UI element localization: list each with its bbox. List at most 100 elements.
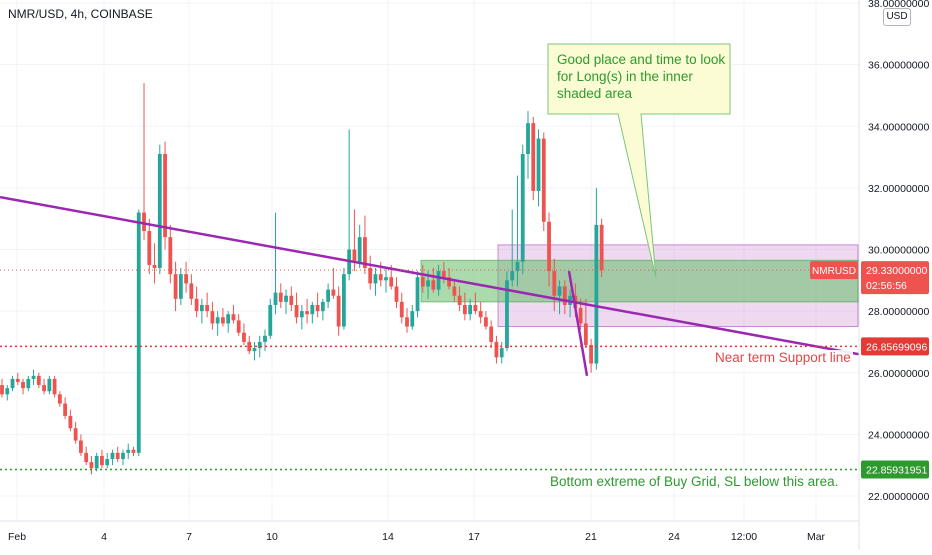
short-trendline[interactable] [567,270,589,377]
symbol-title[interactable]: NMR/USD, 4h, COINBASE [6,7,155,21]
candle[interactable] [136,209,141,456]
candle[interactable] [194,286,199,318]
candle[interactable] [173,261,178,312]
candle[interactable] [52,375,57,398]
candle[interactable] [589,338,594,373]
candle[interactable] [278,283,283,309]
candle[interactable] [242,323,246,346]
candle[interactable] [547,212,551,287]
candle[interactable] [368,255,373,290]
candle[interactable] [583,298,588,349]
candle[interactable] [320,298,325,321]
candle[interactable] [410,304,415,330]
candle[interactable] [178,267,183,305]
candle[interactable] [89,455,94,475]
candle[interactable] [236,314,241,336]
candle[interactable] [199,298,204,324]
candle[interactable] [142,83,146,241]
candle[interactable] [489,320,494,349]
candle[interactable] [147,218,152,275]
candle[interactable] [126,443,131,460]
candle[interactable] [115,446,120,463]
candle[interactable] [457,286,462,312]
candle[interactable] [79,434,83,456]
candle[interactable] [210,301,215,330]
currency-badge[interactable]: USD [883,8,911,26]
candle[interactable] [152,243,157,284]
candle[interactable] [31,369,36,386]
candle[interactable] [326,283,331,309]
candle[interactable] [284,289,288,315]
candle[interactable] [541,132,546,232]
candle[interactable] [526,110,530,179]
candle[interactable] [273,212,278,315]
candle[interactable] [420,264,425,293]
candle[interactable] [342,267,346,330]
candle[interactable] [168,224,173,284]
candle[interactable] [221,308,225,327]
candle[interactable] [357,224,362,268]
candle[interactable] [0,378,4,398]
candle[interactable] [399,292,404,324]
candle[interactable] [47,375,52,395]
candle[interactable] [189,274,194,305]
candle[interactable] [184,261,188,293]
candle[interactable] [5,385,10,401]
candle[interactable] [315,292,320,318]
candle[interactable] [462,292,467,321]
candle[interactable] [215,311,220,336]
candle[interactable] [431,267,436,293]
candle[interactable] [110,449,115,466]
candle[interactable] [57,391,62,407]
candle[interactable] [415,271,420,318]
candle[interactable] [510,209,515,287]
candle[interactable] [15,372,20,386]
candle[interactable] [268,298,273,339]
candle[interactable] [373,267,378,296]
candle[interactable] [42,378,46,395]
candle[interactable] [531,117,536,201]
candle[interactable] [21,378,25,395]
candle[interactable] [336,286,341,336]
candle[interactable] [394,277,399,309]
candle[interactable] [252,341,257,361]
candle[interactable] [347,129,352,281]
candle[interactable] [484,311,488,330]
candle[interactable] [478,301,483,324]
candle[interactable] [84,446,89,466]
candle[interactable] [384,267,388,293]
candle[interactable] [505,271,509,352]
candle[interactable] [100,449,104,469]
candle[interactable] [468,298,473,321]
candle[interactable] [289,286,294,312]
candle[interactable] [157,144,162,275]
candle[interactable] [520,144,525,275]
candle[interactable] [331,267,336,299]
candle[interactable] [231,304,236,324]
candle[interactable] [594,187,599,370]
candle[interactable] [557,280,562,315]
candle[interactable] [263,329,267,352]
callout-bubble[interactable] [547,43,731,279]
candle[interactable] [68,409,73,432]
candle[interactable] [436,264,441,296]
candle[interactable] [10,375,15,392]
candle[interactable] [552,258,557,312]
candle[interactable] [310,301,315,324]
candle[interactable] [94,452,99,472]
candle[interactable] [226,311,231,333]
candle[interactable] [105,452,110,469]
candle[interactable] [473,292,478,315]
candle[interactable] [294,292,299,324]
candle[interactable] [599,218,604,278]
candle[interactable] [36,372,41,389]
candle[interactable] [257,335,262,358]
candle[interactable] [305,298,309,324]
candle[interactable] [73,422,78,444]
candle[interactable] [452,280,457,302]
candle[interactable] [63,397,68,419]
candle[interactable] [205,292,210,318]
candle[interactable] [499,341,504,364]
candle[interactable] [441,261,446,284]
